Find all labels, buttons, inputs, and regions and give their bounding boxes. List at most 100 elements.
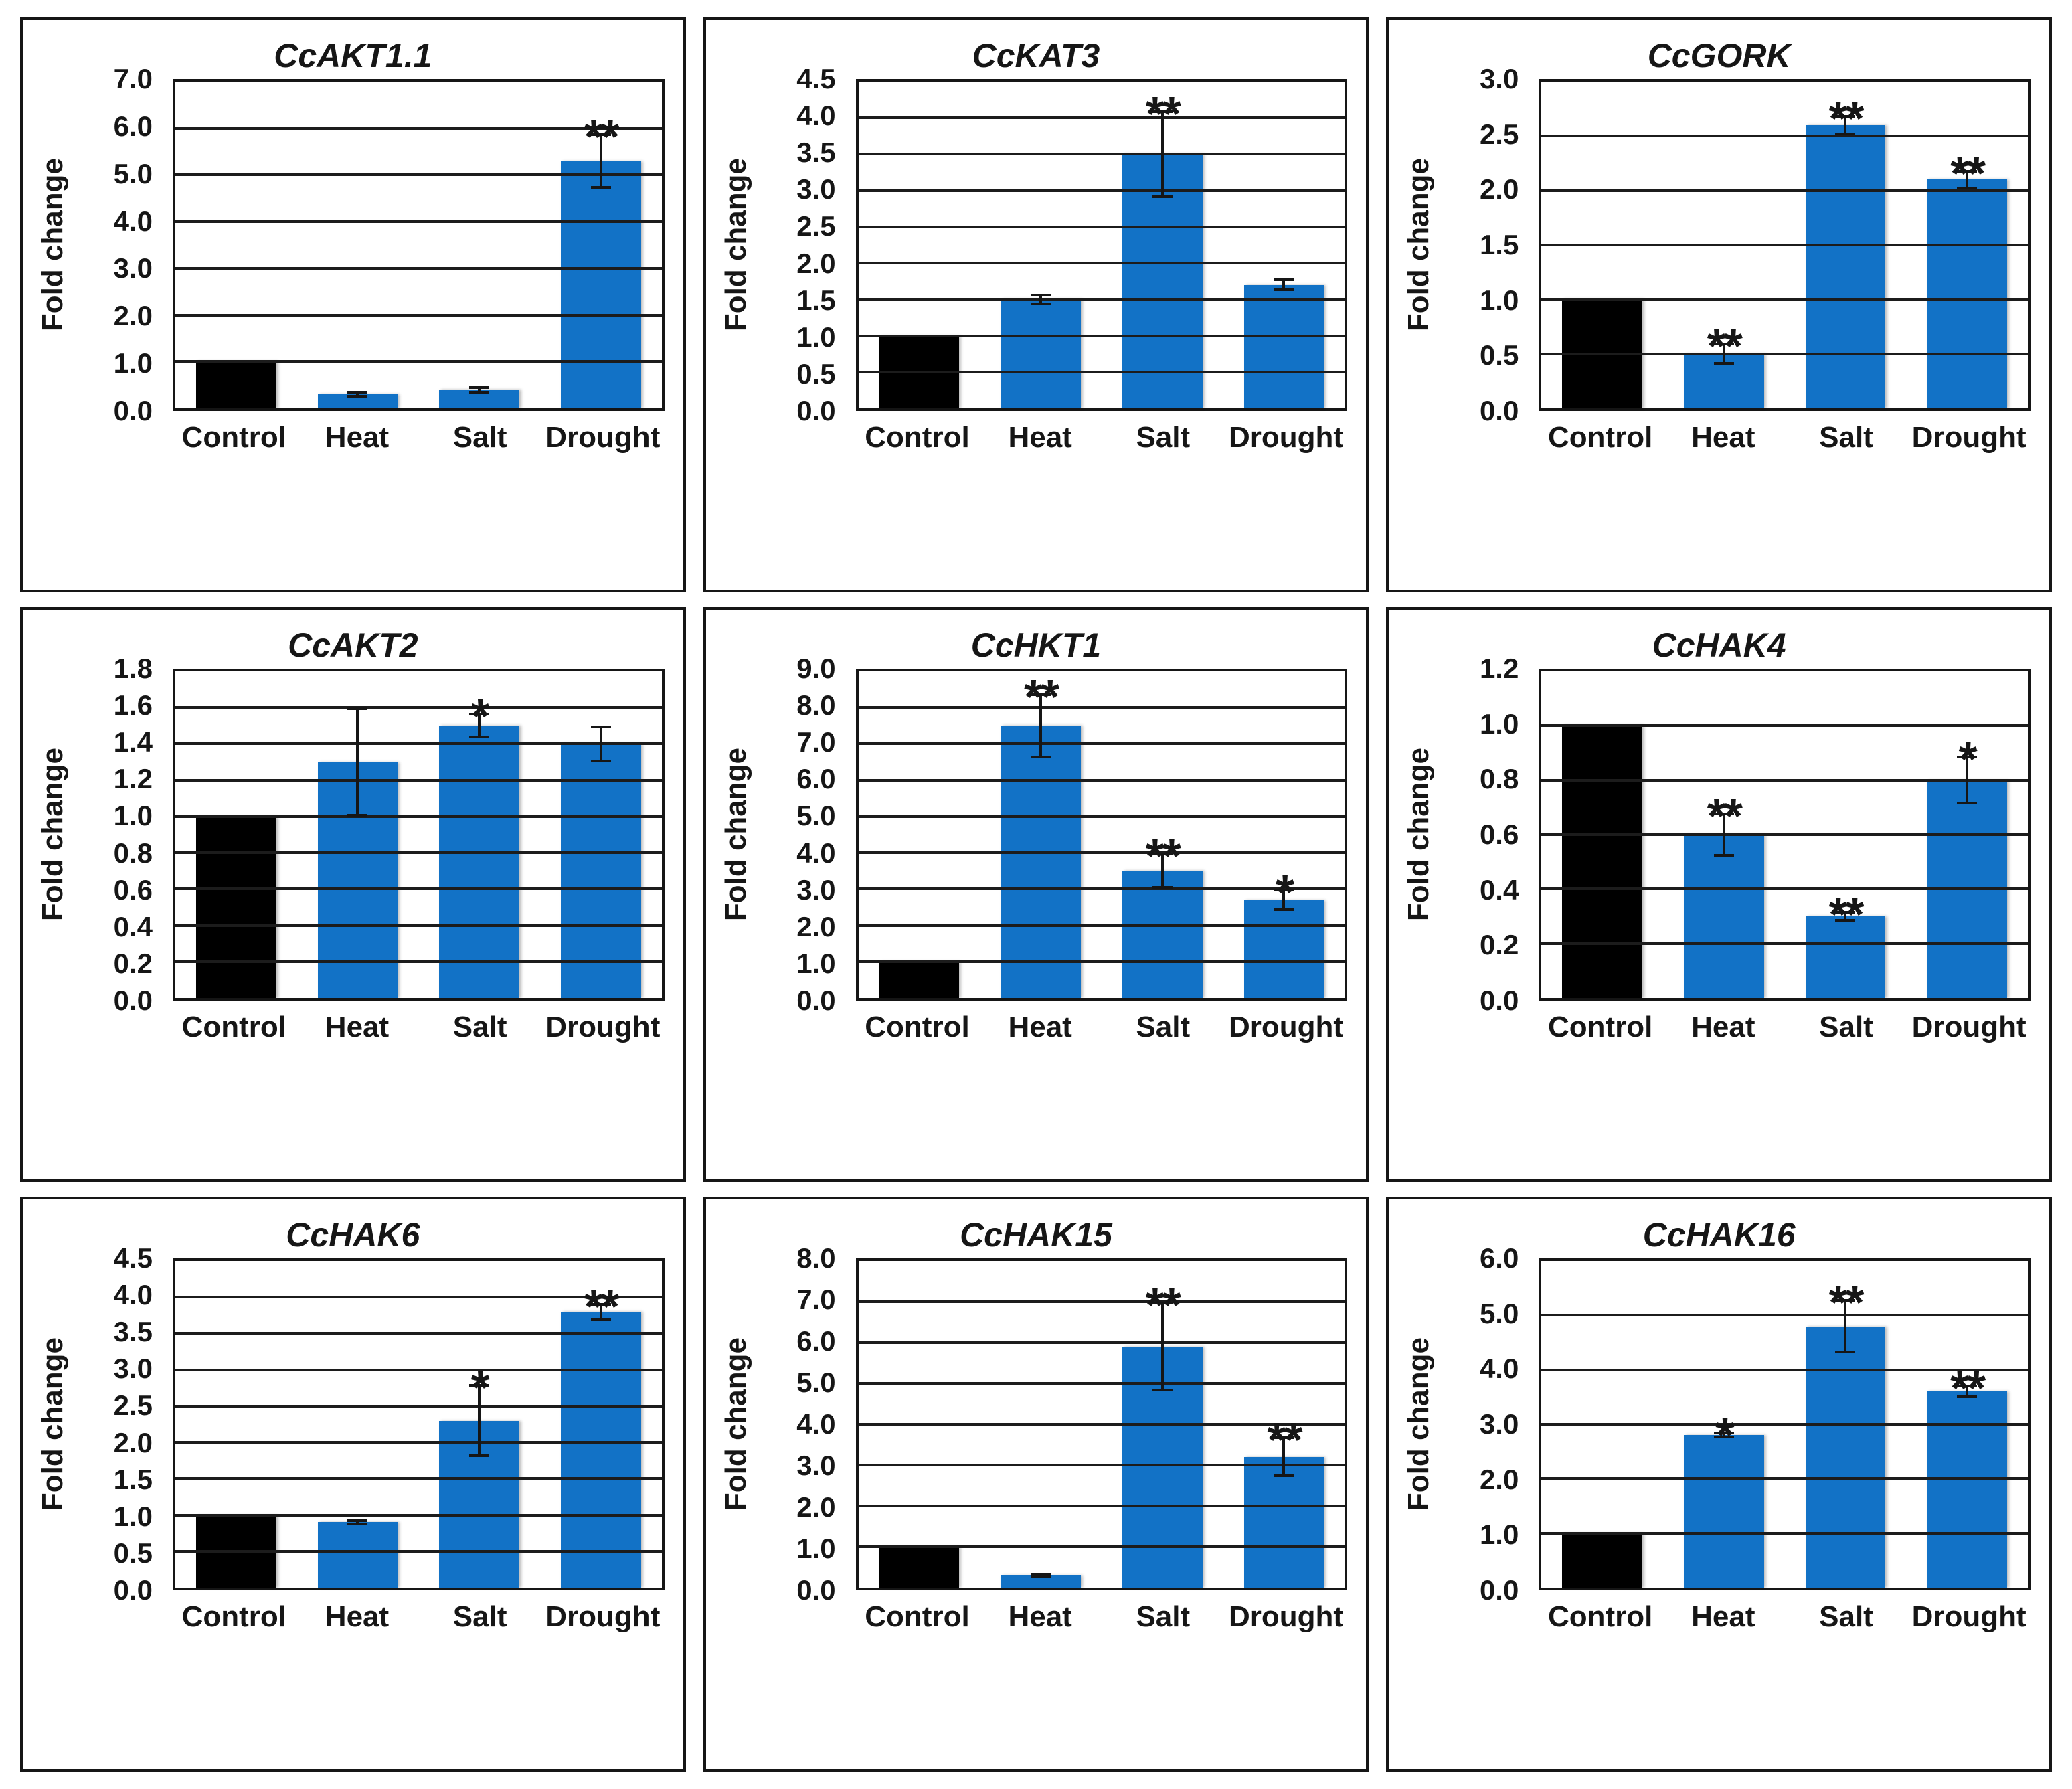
y-axis-ticks: 0.0 0.2 0.4 0.6 0.8 1.0 1.2 — [1389, 655, 1529, 1015]
y-tick-label: 3.0 — [113, 252, 153, 284]
error-bar-cap-top — [1835, 1298, 1856, 1302]
bar-control — [879, 961, 960, 998]
y-tick-label: 3.5 — [113, 1316, 153, 1348]
error-bar-line — [478, 386, 481, 394]
y-tick-label: 0.8 — [1479, 763, 1519, 795]
significance-marker: ** — [1707, 320, 1743, 374]
gridline — [175, 173, 662, 177]
y-tick-label: 0.6 — [113, 873, 153, 906]
y-tick-label: 5.0 — [796, 800, 836, 832]
x-tick-label-salt: Salt — [1136, 421, 1191, 454]
significance-marker: ** — [1828, 887, 1864, 942]
error-bar-cap-bottom — [469, 390, 490, 394]
y-tick-label: 0.0 — [1479, 1574, 1519, 1606]
error-bar-line — [1722, 813, 1725, 857]
x-tick-label-control: Control — [865, 1600, 970, 1633]
y-tick-label: 1.5 — [796, 284, 836, 316]
bar-salt — [1805, 916, 1886, 998]
y-tick-label: 2.5 — [796, 210, 836, 242]
gridline — [1541, 189, 2028, 192]
error-bar-cap-top — [1152, 1302, 1173, 1305]
x-axis-labels: Control Heat Salt Drought — [1539, 1602, 2031, 1642]
y-tick-label: 0.0 — [113, 1574, 153, 1606]
plot-area: ***** — [1539, 1258, 2031, 1590]
y-tick-label: 0.4 — [1479, 873, 1519, 906]
y-tick-label: 0.0 — [1479, 395, 1519, 426]
error-bar-cap-top — [1957, 756, 1978, 759]
plot-area: ** — [173, 79, 665, 411]
gridline — [175, 220, 662, 224]
error-bar-cap-bottom — [1835, 132, 1856, 135]
plot-area: ** ** — [855, 1258, 1348, 1590]
chart-title: CcAKT2 — [288, 626, 418, 664]
error-bar-line — [1282, 278, 1286, 292]
y-tick-label: 1.0 — [1479, 284, 1519, 316]
gridline — [1541, 724, 2028, 728]
y-tick-label: 1.0 — [1479, 1519, 1519, 1551]
gridline — [858, 1423, 1345, 1426]
y-tick-label: 0.8 — [113, 837, 153, 869]
error-bar-line — [356, 1519, 359, 1525]
gridline — [175, 1296, 662, 1299]
error-bar-line — [356, 391, 359, 398]
error-bar-cap-top — [1152, 853, 1173, 856]
error-bar-cap-bottom — [1713, 853, 1734, 857]
y-tick-label: 0.2 — [1479, 929, 1519, 961]
y-tick-label: 1.0 — [796, 1533, 836, 1564]
gridline — [858, 153, 1345, 156]
gridline — [858, 742, 1345, 746]
gridline — [1541, 298, 2028, 301]
x-tick-label-control: Control — [865, 421, 970, 454]
significance-marker: * — [1715, 1409, 1734, 1463]
gridline — [175, 1549, 662, 1553]
y-tick-label: 0.0 — [113, 395, 153, 426]
gridline — [858, 1505, 1345, 1507]
error-bar-cap-bottom — [1957, 187, 1978, 190]
error-bar-cap-bottom — [1274, 1474, 1294, 1478]
gridline — [858, 851, 1345, 855]
x-tick-label-salt: Salt — [1136, 1011, 1191, 1043]
y-axis-ticks: 0.0 0.5 1.0 1.5 2.0 2.5 3.0 — [1389, 65, 1529, 425]
y-tick-label: 1.6 — [113, 689, 153, 721]
x-tick-label-drought: Drought — [1228, 1600, 1344, 1633]
gridline — [175, 1368, 662, 1371]
error-bar-cap-top — [1274, 278, 1294, 281]
bar-heat — [1001, 726, 1082, 998]
y-tick-label: 8.0 — [796, 1242, 836, 1274]
gridline — [175, 742, 662, 746]
bar-drought — [560, 744, 641, 998]
error-bar-cap-bottom — [469, 736, 490, 739]
y-axis-ticks: 0.0 1.0 2.0 3.0 4.0 5.0 6.0 7.0 — [23, 65, 163, 425]
error-bar-line — [599, 1302, 602, 1321]
error-bar-cap-bottom — [1835, 919, 1856, 922]
error-bar-cap-top — [1031, 1573, 1051, 1576]
y-tick-label: 7.0 — [113, 63, 153, 94]
chart-panel-CcAKT2: CcAKT2 Fold change 0.0 0.2 0.4 0.6 0.8 1.0 1.2… — [20, 607, 686, 1182]
x-tick-label-drought: Drought — [1911, 1600, 2026, 1633]
x-tick-label-control: Control — [1547, 1600, 1653, 1633]
gridline — [858, 924, 1345, 927]
bar-control — [195, 361, 276, 408]
chart-panel-CcHAK6: CcHAK6 Fold change 0.0 0.5 1.0 1.5 2.0 2.5 3.0… — [20, 1197, 686, 1772]
error-bar-cap-top — [1835, 115, 1856, 118]
x-tick-label-control: Control — [1547, 421, 1653, 454]
error-bar-cap-top — [347, 1519, 368, 1523]
y-tick-label: 6.0 — [113, 110, 153, 142]
error-bar-line — [1160, 853, 1164, 889]
gridline — [175, 706, 662, 709]
x-tick-label-heat: Heat — [325, 421, 390, 454]
chart-title: CcHAK4 — [1652, 626, 1786, 664]
bar-drought — [1927, 1391, 2008, 1588]
y-tick-label: 1.0 — [113, 800, 153, 832]
chart-title: CcHKT1 — [970, 626, 1102, 664]
y-tick-label: 0.5 — [113, 1537, 153, 1569]
bar-drought — [560, 1311, 641, 1588]
gridline — [1541, 887, 2028, 891]
y-tick-label: 0.5 — [1479, 339, 1519, 371]
error-bar-cap-top — [1713, 1432, 1734, 1435]
y-tick-label: 3.0 — [1479, 63, 1519, 94]
x-tick-label-heat: Heat — [1691, 421, 1755, 454]
y-tick-label: 1.2 — [1479, 653, 1519, 684]
x-tick-label-salt: Salt — [1819, 1600, 1873, 1633]
bar-heat — [1683, 1435, 1764, 1588]
